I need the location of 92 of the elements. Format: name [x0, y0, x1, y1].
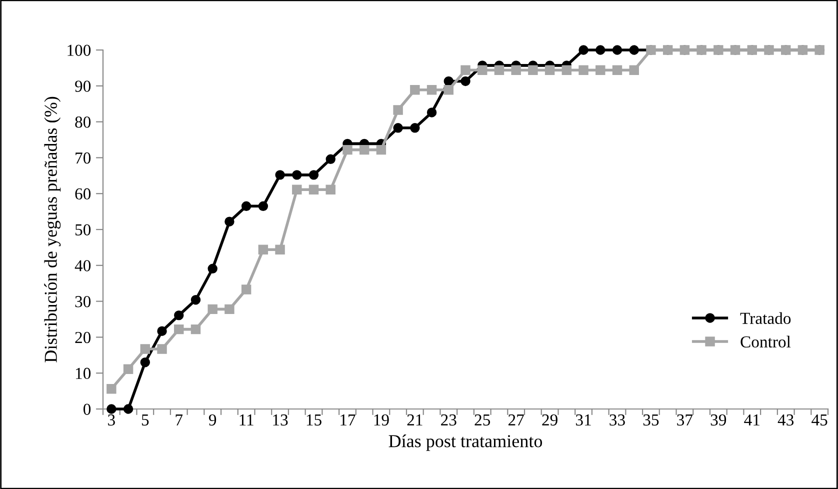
point	[224, 216, 234, 226]
point	[444, 84, 454, 95]
point	[578, 45, 588, 55]
point	[444, 76, 454, 86]
point	[258, 201, 268, 212]
x-tick-label: 41	[744, 414, 760, 426]
point	[410, 123, 420, 133]
x-tick-label: 29	[542, 414, 558, 426]
point	[612, 45, 622, 55]
point	[478, 65, 488, 75]
point	[460, 76, 470, 86]
point	[562, 65, 572, 75]
point	[123, 404, 134, 414]
point	[326, 154, 336, 164]
point	[157, 344, 167, 354]
y-tick-label: 10	[76, 368, 91, 380]
point	[106, 404, 116, 414]
y-tick-label: 0	[83, 404, 91, 415]
point	[544, 65, 555, 75]
x-tick-label: 7	[176, 414, 183, 426]
point	[275, 244, 285, 254]
point	[258, 244, 268, 254]
y-tick-label: 40	[74, 260, 91, 272]
x-tick-label: 37	[677, 414, 693, 426]
point	[208, 304, 218, 314]
y-tick-label: 30	[75, 296, 91, 308]
point	[410, 84, 420, 95]
y-axis-title: Distribución de yeguas preñadas (%)	[44, 96, 61, 362]
point	[578, 65, 588, 75]
point	[596, 65, 606, 75]
point	[190, 295, 201, 305]
point	[140, 344, 150, 354]
x-tick-label: 33	[610, 414, 625, 426]
point	[140, 357, 150, 368]
x-tick-label: 21	[407, 414, 422, 426]
point	[241, 284, 252, 294]
point	[426, 84, 437, 95]
x-tick-label: 11	[240, 414, 254, 426]
y-tick-label: 60	[75, 188, 91, 200]
point	[106, 384, 116, 394]
x-tick-label: 25	[474, 414, 490, 426]
x-tick-label: 43	[778, 414, 794, 426]
x-tick-label: 9	[208, 414, 216, 426]
point	[393, 123, 403, 133]
point	[629, 65, 639, 75]
point	[208, 264, 218, 274]
legend-label: Control	[740, 336, 791, 348]
point	[612, 65, 622, 75]
x-tick-label: 3	[108, 414, 115, 426]
x-axis-title: Días post tratamiento	[388, 434, 542, 451]
legend-label: Tratado	[740, 312, 791, 324]
x-tick-label: 31	[576, 414, 591, 426]
point	[426, 108, 437, 118]
y-tick-label: 20	[75, 332, 91, 344]
point	[359, 144, 370, 155]
point	[629, 45, 639, 55]
point	[460, 65, 470, 75]
y-tick-label: 100	[68, 44, 91, 56]
x-tick-label: 17	[340, 414, 356, 426]
point	[528, 65, 538, 75]
point	[174, 324, 184, 334]
x-tick-label: 13	[273, 414, 288, 426]
point	[393, 105, 403, 115]
y-tick-label: 70	[76, 152, 91, 164]
point	[596, 45, 606, 55]
point	[376, 144, 386, 155]
point	[157, 326, 167, 336]
x-tick-label: 5	[142, 414, 149, 426]
x-tick-label: 15	[306, 414, 322, 426]
point	[190, 324, 201, 334]
x-tick-label: 27	[508, 414, 524, 426]
point	[494, 65, 504, 75]
point	[123, 364, 134, 374]
point	[292, 170, 302, 180]
y-tick-label: 80	[75, 116, 91, 128]
y-tick-label: 50	[75, 224, 91, 236]
point	[224, 304, 234, 314]
point	[241, 201, 252, 212]
x-tick-label: 19	[374, 414, 389, 426]
x-tick-label: 45	[812, 414, 828, 426]
y-tick-label: 90	[75, 80, 91, 92]
point	[275, 170, 285, 180]
x-tick-label: 35	[643, 414, 659, 426]
x-tick-label: 39	[710, 414, 726, 426]
point	[308, 170, 319, 180]
point	[342, 144, 352, 155]
point	[292, 184, 302, 195]
x-tick-label: 23	[441, 414, 456, 426]
point	[326, 184, 336, 195]
point	[511, 65, 521, 75]
point	[308, 184, 319, 195]
point	[174, 310, 184, 320]
